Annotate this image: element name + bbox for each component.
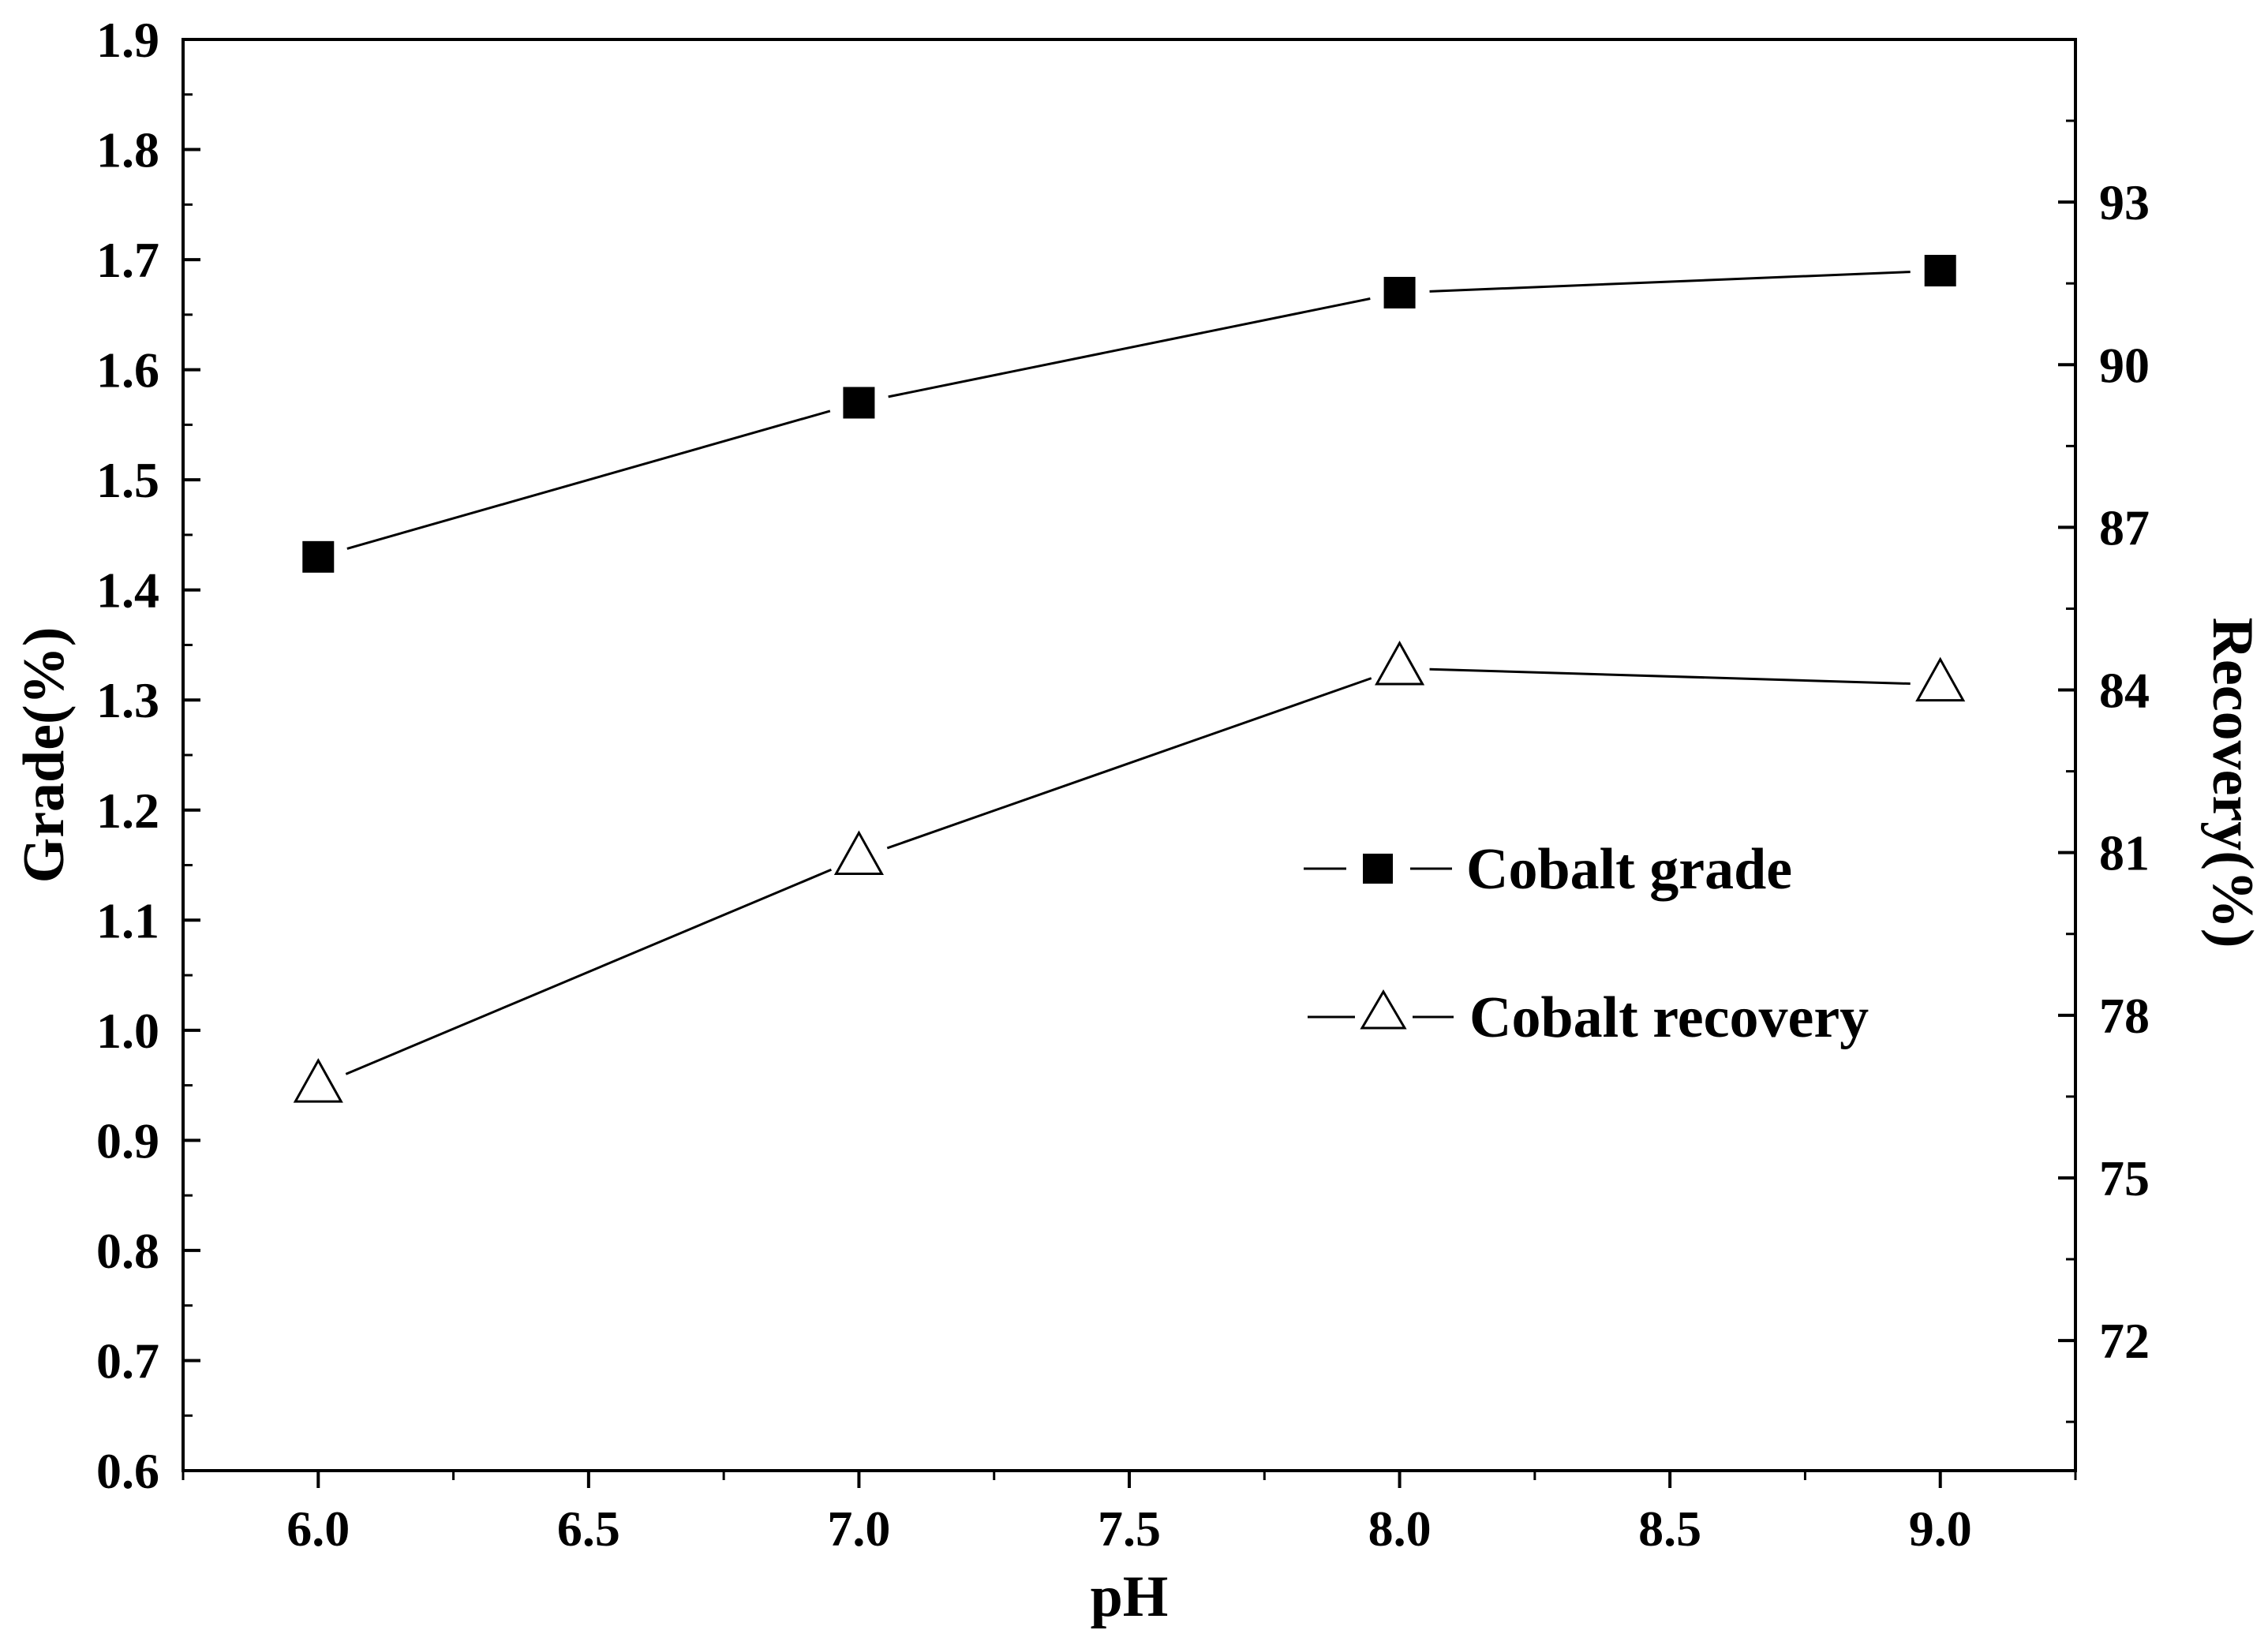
y-right-tick-label-0: 72 (2099, 1313, 2150, 1369)
cobalt-recovery-segment-1 (886, 677, 1372, 850)
y-left-tick-label-0: 0.6 (96, 1443, 159, 1499)
cobalt-grade-point-0 (302, 540, 335, 573)
y-right-tick-label-2: 78 (2099, 988, 2150, 1044)
series-layer (293, 255, 1966, 1103)
cobalt-grade-segment-1 (888, 297, 1371, 398)
y-right-tick-label-7: 93 (2099, 174, 2150, 230)
y-left-tick-label-1: 0.7 (96, 1333, 159, 1389)
cobalt-grade-point-1 (843, 387, 875, 419)
y-right-tick-label-1: 75 (2099, 1150, 2150, 1206)
y-right-tick-label-5: 87 (2099, 499, 2150, 555)
y-right-tick-label-6: 90 (2099, 337, 2150, 393)
legend: Cobalt grade Cobalt recovery (1304, 837, 1869, 1050)
plot-frame (182, 38, 2077, 1472)
cobalt-recovery-point-1 (833, 830, 884, 876)
x-tick-label-3: 7.5 (1098, 1501, 1161, 1557)
x-axis-title: pH (1091, 1565, 1169, 1629)
y-left-tick-label-10: 1.6 (96, 342, 159, 398)
legend-recovery-marker (1360, 989, 1407, 1030)
cobalt-grade-segment-2 (1429, 271, 1911, 293)
cobalt-grade-point-2 (1383, 276, 1416, 308)
y-left-tick-label-7: 1.3 (96, 672, 159, 728)
y-left-tick-label-9: 1.5 (96, 452, 159, 508)
y-left-tick-label-2: 0.8 (96, 1223, 159, 1279)
x-tick-label-1: 6.5 (557, 1501, 620, 1557)
y-axis-right-title: Recovery(%) (2200, 617, 2265, 948)
cobalt-recovery-segment-2 (1429, 667, 1911, 686)
x-tick-label-2: 7.0 (827, 1501, 890, 1557)
cobalt-recovery-point-0 (293, 1058, 343, 1103)
y-axis-left-title: Grade(%) (12, 627, 77, 884)
cobalt-grade-segment-0 (346, 409, 831, 550)
legend-recovery-label: Cobalt recovery (1469, 985, 1869, 1050)
y-left-tick-label-8: 1.4 (96, 563, 159, 619)
cobalt-recovery-point-3 (1915, 656, 1966, 702)
y-left-tick-label-13: 1.9 (96, 12, 159, 68)
x-tick-label-4: 8.0 (1368, 1501, 1432, 1557)
axis-ticks: 6.0 6.5 7.0 7.5 8.0 8.5 9.0 0.6 0.7 0.8 0.9 1.0 1.1 1… (96, 12, 2150, 1557)
y-left-tick-label-12: 1.8 (96, 122, 159, 178)
y-right-tick-label-4: 84 (2099, 663, 2150, 719)
x-tick-label-0: 6.0 (286, 1501, 350, 1557)
y-left-tick-label-5: 1.1 (96, 892, 159, 948)
legend-grade-label: Cobalt grade (1466, 837, 1792, 902)
y-left-tick-label-4: 1.0 (96, 1003, 159, 1059)
y-left-tick-label-3: 0.9 (96, 1112, 159, 1168)
x-tick-label-6: 9.0 (1909, 1501, 1972, 1557)
legend-grade-marker (1363, 854, 1393, 884)
y-left-tick-label-11: 1.7 (96, 232, 159, 288)
x-tick-label-5: 8.5 (1638, 1501, 1701, 1557)
cobalt-recovery-point-2 (1375, 640, 1425, 686)
y-right-tick-label-3: 81 (2099, 825, 2150, 881)
cobalt-grade-point-3 (1924, 255, 1956, 287)
y-left-tick-label-6: 1.2 (96, 783, 159, 839)
cobalt-recovery-segment-0 (345, 868, 832, 1075)
